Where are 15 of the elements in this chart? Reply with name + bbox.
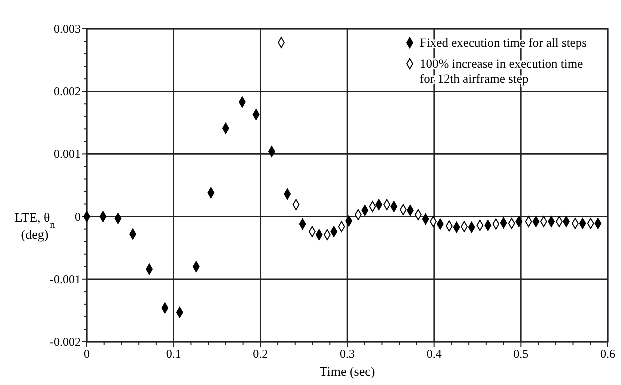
y-axis-title: LTE, θ$_{n}$ (deg) (14, 210, 56, 242)
x-tick-label: 0 (84, 347, 90, 361)
y-tick-label: 0.001 (54, 147, 81, 162)
x-tick-label: 0.4 (426, 347, 442, 361)
y-tick-label: 0.002 (54, 84, 81, 99)
y-tick-label: -0.002 (50, 335, 81, 349)
y-tick-label: 0.003 (54, 22, 81, 36)
x-axis-title: Time (sec) (320, 364, 376, 379)
y-tick-label: 0 (75, 210, 81, 224)
x-tick-label: 0.6 (600, 347, 616, 361)
x-tick-label: 0.2 (253, 347, 268, 361)
y-tick-label: -0.001 (50, 272, 81, 286)
x-tick-label: 0.3 (340, 347, 355, 361)
x-tick-label: 0.1 (166, 347, 182, 361)
x-tick-label: 0.5 (514, 347, 529, 361)
